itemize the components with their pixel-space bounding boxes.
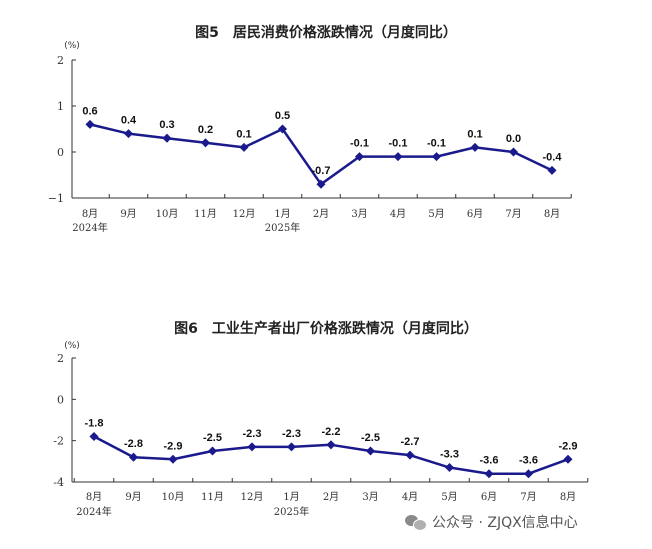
chart1-data-label: 0.3 [159,119,174,131]
chart2-data-point [326,440,336,450]
chart2-x-tick-label: 10月 [162,491,185,503]
chart2-year-label: 2024年 [76,505,111,518]
chart2-data-point [247,442,257,452]
chart2-data-label: -2.5 [203,432,222,444]
chart1-x-tick-label: 9月 [120,208,136,220]
chart2-data-point [168,454,178,464]
chart2-data-label: -1.8 [85,418,104,430]
chart1-y-tick-label: 1 [57,100,64,113]
chart1-data-label: -0.1 [389,138,408,150]
chart2-data-label: -2.2 [322,426,341,438]
chart2-data-point [207,446,218,456]
chart2-data-point [444,463,455,473]
chart1-data-point [470,142,480,152]
chart1-data-label: 0.6 [82,105,97,117]
chart1-x-tick-label: 8月 [82,208,98,220]
chart1-data-point [547,165,557,175]
chart1-data-point [239,142,249,152]
chart1-data-label: 0.0 [506,133,521,145]
chart1-x-tick-label: 4月 [390,208,406,220]
chart1-data-point [200,138,211,148]
chart1-data-point [123,129,134,139]
chart1-x-tick-label: 10月 [156,208,179,220]
chart2-data-label: -3.6 [519,455,538,467]
chart2-data-label: -2.3 [282,428,301,440]
chart1-x-tick-label: 8月 [544,208,560,220]
chart1-y-tick-label: 2 [57,54,64,67]
chart2-y-tick-label: -2 [53,435,64,448]
chart2-x-tick-label: 8月 [86,491,102,503]
chart1-y-unit: (%) [64,41,80,51]
chart1-x-tick-label: 7月 [505,208,521,220]
chart2-data-point [128,452,139,462]
chart2-data-point [484,469,494,479]
chart2-data-point [286,442,297,452]
chart1-x-tick-label: 2月 [313,208,329,220]
chart2-y-tick-label: 0 [57,393,64,406]
chart2-data-label: -2.8 [124,438,143,450]
chart2-title: 图6 工业生产者出厂价格涨跌情况（月度同比） [174,321,478,337]
chart2-data-label: -3.3 [440,449,459,461]
chart1-data-label: 0.5 [275,110,290,122]
chart2-data-label: -2.5 [361,432,380,444]
chart2-data-label: -2.7 [401,436,420,448]
chart2-y-tick-label: 2 [57,352,64,365]
chart1-data-point [85,119,95,129]
chart1-data-label: 0.2 [198,124,213,136]
chart2-x-tick-label: 12月 [241,491,264,503]
chart1-data-point [508,147,519,157]
chart1-x-tick-label: 1月 [274,208,290,220]
chart1-y-tick-label: 0 [57,146,64,159]
chart1-data-label: -0.7 [312,165,331,177]
chart1-x-tick-label: 6月 [467,208,483,220]
chart2-x-tick-label: 3月 [362,491,378,503]
chart2-x-tick-label: 7月 [520,491,536,503]
chart2-x-tick-label: 9月 [125,491,141,503]
chart1-data-label: 0.1 [236,128,251,140]
chart1-x-tick-label: 3月 [351,208,367,220]
chart1-data-label: 0.4 [121,115,137,127]
chart2-x-tick-label: 1月 [283,491,299,503]
chart2-x-tick-label: 8月 [560,491,576,503]
chart1-data-label: -0.1 [350,138,369,150]
chart2-x-tick-label: 4月 [402,491,418,503]
chart1-data-label: -0.1 [427,138,446,150]
chart1-data-label: 0.1 [467,128,482,140]
chart2-data-label: -3.6 [480,455,499,467]
chart1-data-label: -0.4 [543,151,563,163]
chart2-data-point [405,450,415,460]
chart1-x-tick-label: 11月 [194,208,217,220]
chart1-year-label: 2025年 [265,221,300,234]
chart2-x-tick-label: 6月 [481,491,497,503]
chart2-data-label: -2.3 [243,428,262,440]
chart1-data-point [162,133,172,143]
chart2-x-tick-label: 5月 [441,491,457,503]
chart1-data-point [393,152,403,162]
watermark: 公众号 · ZJQX信息中心 [405,512,578,532]
chart1-x-tick-label: 12月 [233,208,256,220]
chart2-year-label: 2025年 [274,505,309,518]
chart1-data-point [431,152,442,162]
chart2-data-label: -2.9 [164,440,183,452]
wechat-icon [405,515,427,531]
chart2-y-unit: (%) [64,341,80,351]
watermark-text: 公众号 · ZJQX信息中心 [432,515,578,531]
chart2-x-tick-label: 11月 [201,491,224,503]
chart1-x-tick-label: 5月 [428,208,444,220]
chart2-y-tick-label: -4 [53,476,64,489]
chart2-x-tick-label: 2月 [323,491,339,503]
chart2-data-label: -2.9 [559,440,578,452]
chart1-year-label: 2024年 [72,221,107,234]
chart1-title: 图5 居民消费价格涨跌情况（月度同比） [195,25,457,41]
chart2-data-point [365,446,376,456]
chart1-y-tick-label: −1 [48,192,64,205]
chart2-data-point [563,454,573,464]
chart2-data-point [523,469,534,479]
chart2-data-point [89,432,99,442]
